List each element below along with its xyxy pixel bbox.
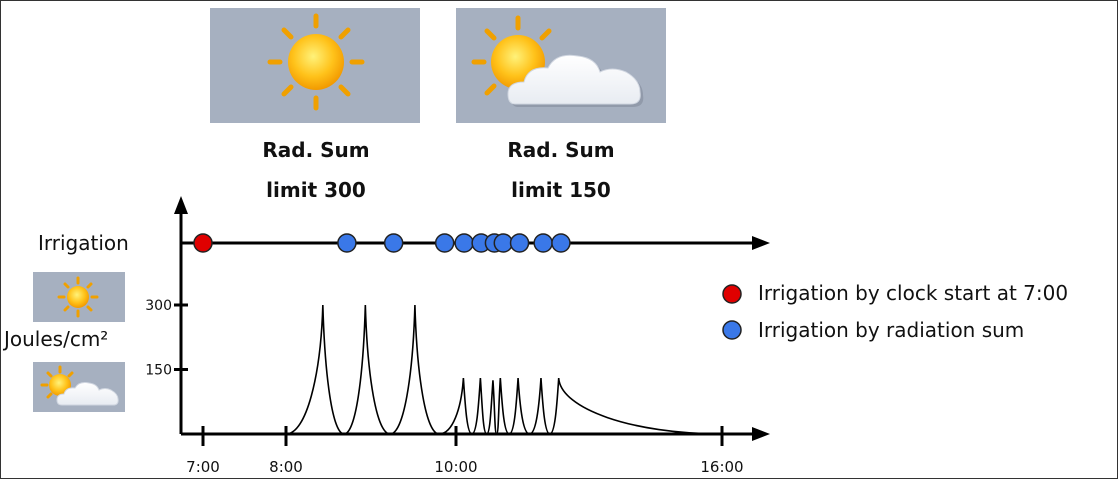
sun-icon — [57, 276, 99, 318]
x-tick-label: 16:00 — [700, 458, 743, 476]
legend: Irrigation by clock start at 7:00 Irriga… — [722, 281, 1068, 342]
x-tick-label: 7:00 — [186, 458, 220, 476]
partly-cloudy-icon — [471, 15, 644, 107]
card-label-line1: Rad. Sum — [507, 138, 614, 162]
y-tick-label: 150 — [145, 363, 172, 379]
radiation-irrigation-dot — [551, 233, 571, 253]
legend-label: Irrigation by radiation sum — [758, 318, 1024, 342]
sun-icon — [267, 13, 365, 111]
partly-cloudy-icon — [40, 365, 119, 406]
joules-label: Joules/cm² — [2, 327, 108, 351]
card-label-line2: limit 300 — [266, 178, 366, 202]
radiation-irrigation-dot — [454, 233, 474, 253]
radiation-irrigation-dot — [383, 233, 404, 253]
y-ticks: 300 150 — [145, 298, 188, 379]
small-partly-cloudy-card — [33, 362, 125, 412]
radiation-irrigation-dot — [533, 233, 553, 253]
y-tick-label: 300 — [145, 298, 172, 314]
x-tick-label: 8:00 — [269, 458, 303, 476]
card-label-line1: Rad. Sum — [262, 138, 369, 162]
irrigation-events — [193, 233, 571, 253]
y-axis-arrow — [174, 196, 188, 214]
x-axis-arrow — [752, 427, 770, 441]
legend-blue-dot — [722, 320, 742, 340]
legend-red-dot — [722, 284, 742, 304]
radiation-irrigation-dot — [337, 233, 357, 253]
weather-card-partly-cloudy: Rad. Sum limit 150 — [456, 8, 666, 202]
small-sun-card — [33, 272, 125, 322]
radiation-curve — [285, 304, 723, 435]
radiation-curve-line — [285, 304, 723, 435]
legend-item-clock: Irrigation by clock start at 7:00 — [722, 281, 1068, 305]
radiation-irrigation-dot — [509, 233, 530, 253]
radiation-irrigation-dot — [493, 233, 514, 253]
x-tick-label: 10:00 — [434, 458, 477, 476]
weather-card-sunny: Rad. Sum limit 300 — [210, 8, 420, 202]
legend-label: Irrigation by clock start at 7:00 — [758, 281, 1068, 305]
clock-irrigation-dot — [193, 233, 213, 253]
legend-item-radiation: Irrigation by radiation sum — [722, 318, 1024, 342]
irrigation-axis-arrow — [752, 236, 770, 250]
x-ticks: 7:00 8:00 10:00 16:00 — [186, 426, 744, 476]
radiation-irrigation-dot — [434, 233, 455, 253]
axes — [174, 196, 770, 441]
irrigation-label: Irrigation — [38, 231, 129, 255]
card-label-line2: limit 150 — [511, 178, 611, 202]
